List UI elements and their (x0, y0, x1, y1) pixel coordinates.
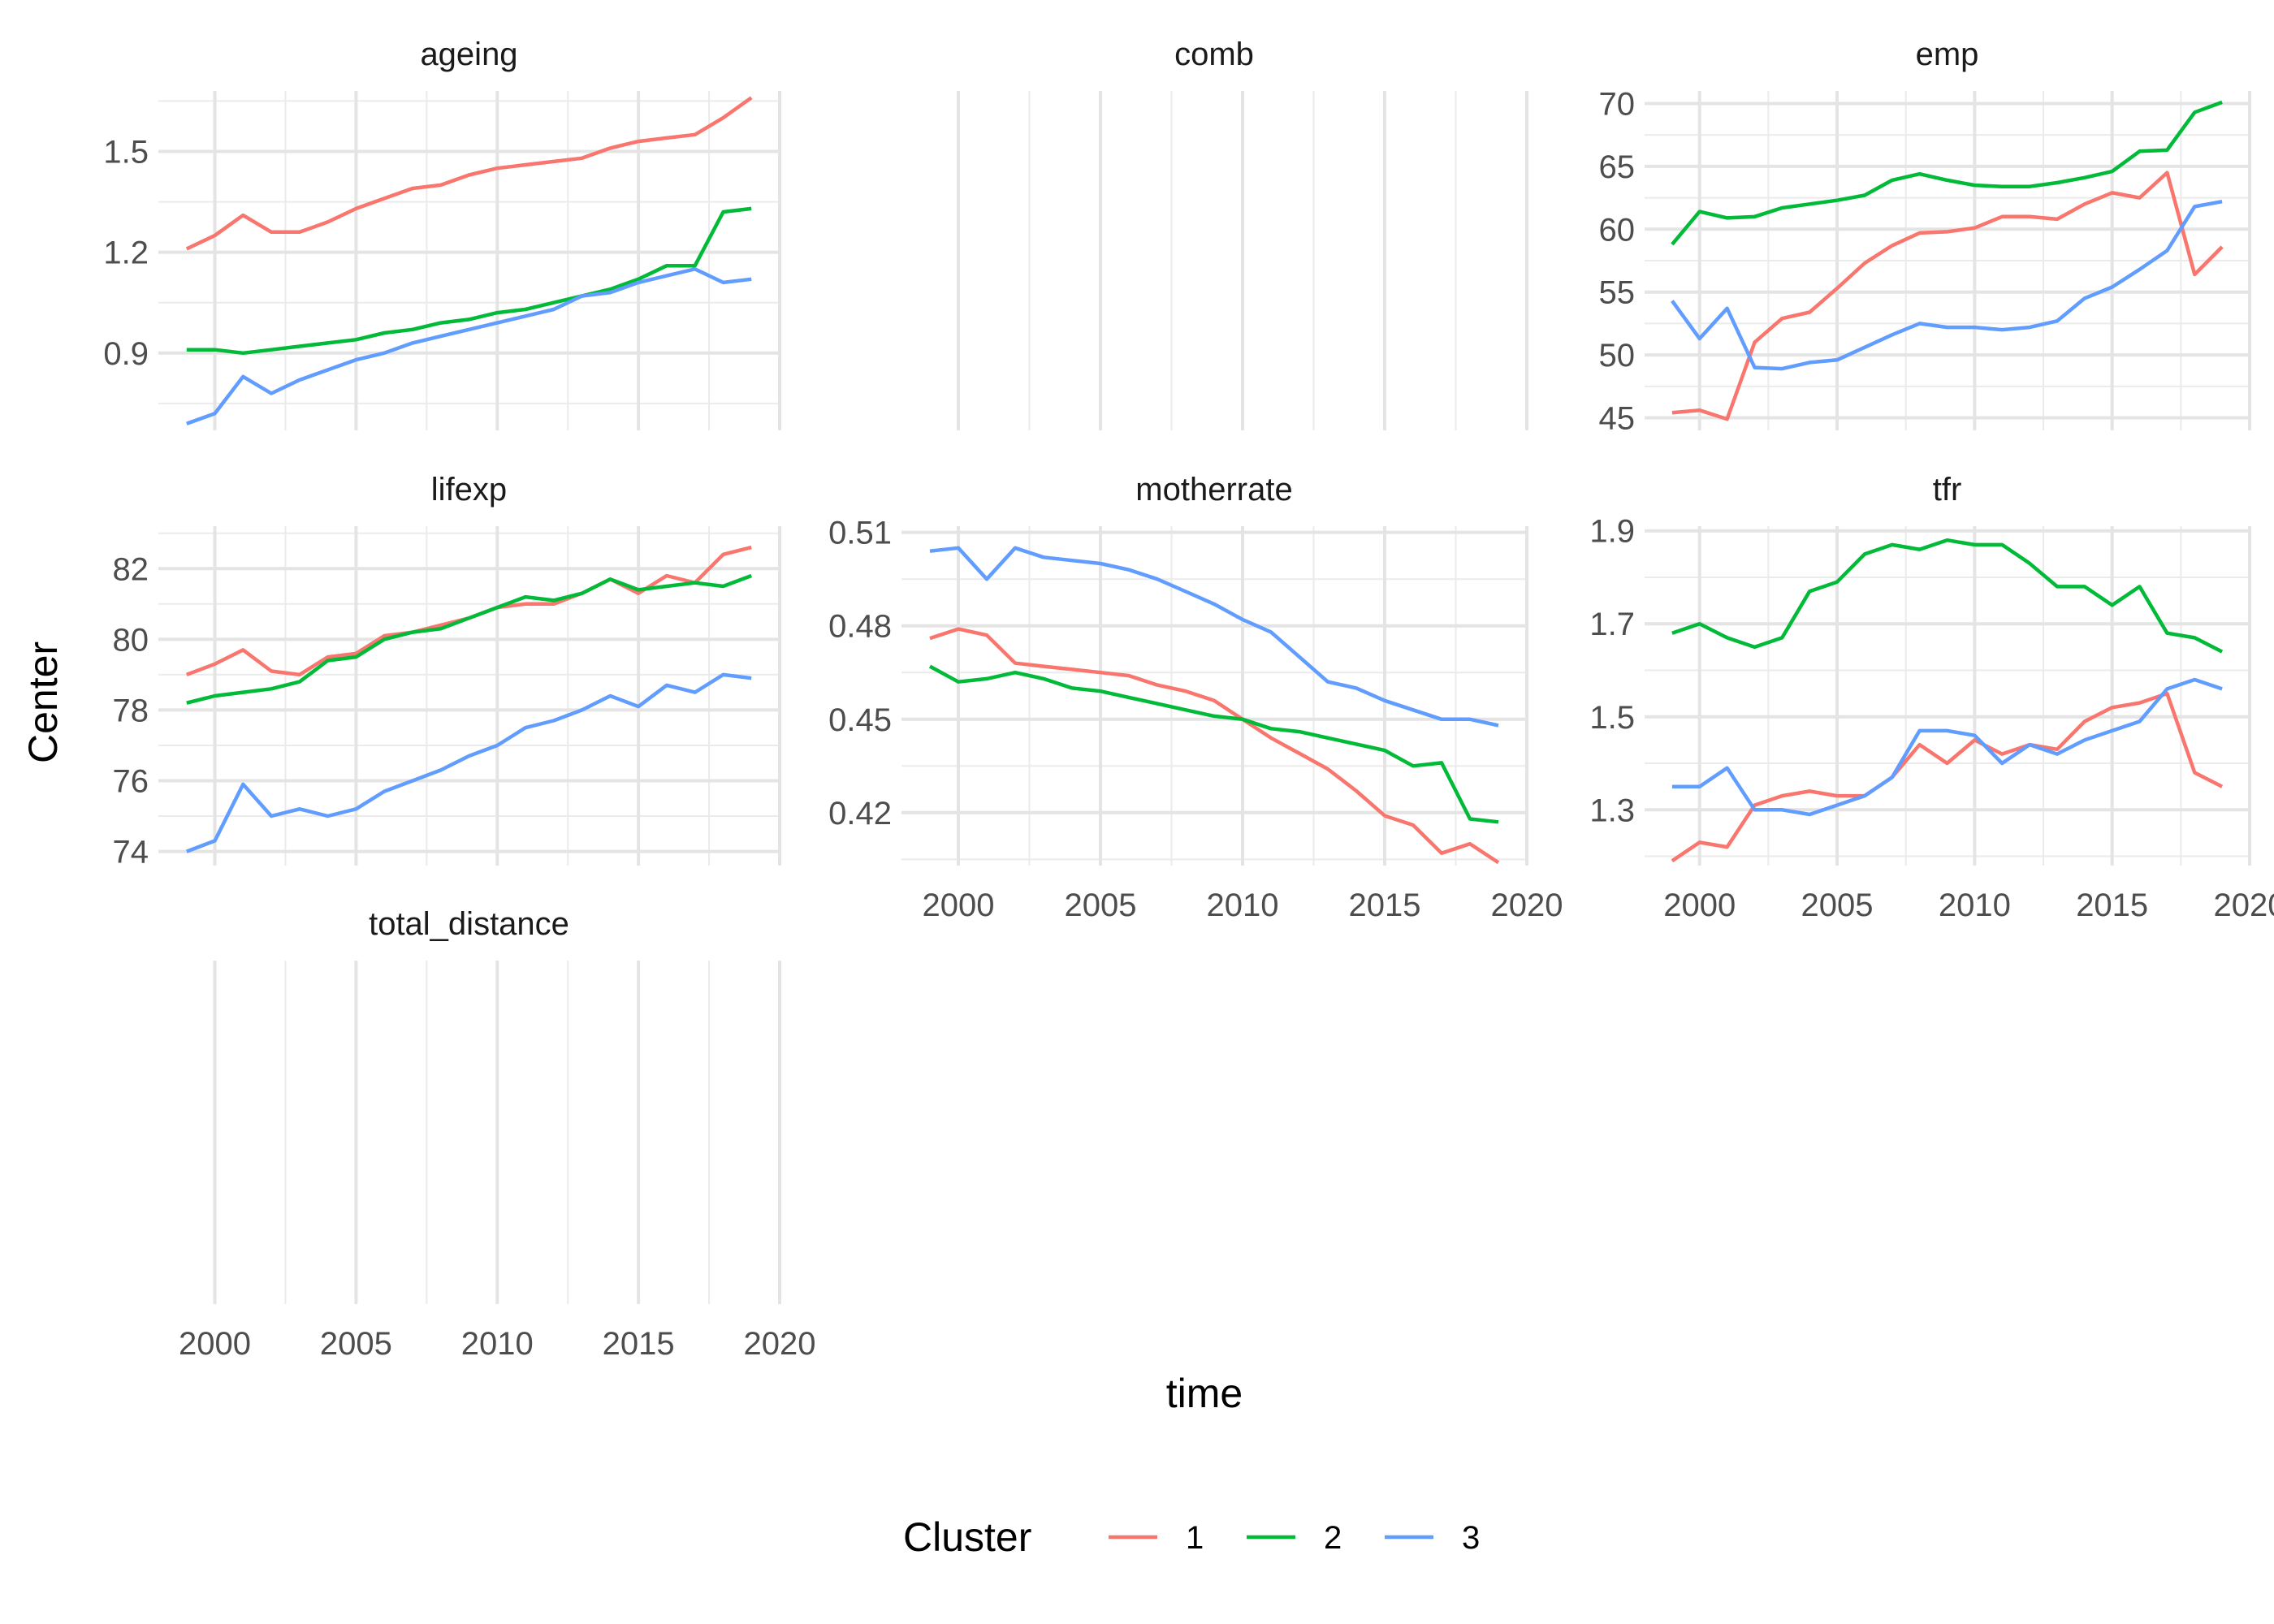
y-tick-label-tfr: 1.3 (1589, 793, 1635, 828)
x-axis-title: time (1166, 1371, 1243, 1416)
y-tick-label-motherrate: 0.51 (828, 516, 892, 551)
x-tick-label-tfr: 2015 (2076, 888, 2148, 923)
y-tick-label-emp: 70 (1599, 86, 1636, 122)
strip-label-comb: comb (1174, 37, 1254, 72)
y-tick-label-ageing: 1.5 (103, 134, 149, 170)
strip-label-motherrate: motherrate (1135, 472, 1292, 508)
legend-label-cluster-2: 2 (1324, 1520, 1342, 1556)
y-tick-label-tfr: 1.7 (1589, 607, 1635, 642)
y-axis-title: Center (20, 641, 66, 763)
y-tick-label-ageing: 0.9 (103, 336, 149, 372)
series-line-motherrate-cluster-3 (929, 546, 1499, 728)
y-tick-label-lifexp: 76 (113, 764, 149, 800)
x-tick-label-motherrate: 2005 (1065, 888, 1137, 923)
facet-panels: ageing 0.9 1.2 1.5 comb emp 45 50 55 60 65 70 lifexp… (103, 37, 2274, 1362)
y-tick-label-emp: 45 (1599, 401, 1636, 437)
x-tick-label-total-distance: 2015 (603, 1326, 675, 1362)
series-line-tfr-cluster-2 (1671, 538, 2224, 654)
panel-comb: comb (957, 37, 1528, 430)
gridlines-total-distance (213, 961, 781, 1304)
gridlines-ageing (158, 91, 781, 430)
y-tick-label-ageing: 1.2 (103, 235, 149, 271)
series-line-motherrate-cluster-1 (929, 627, 1500, 865)
series-line-emp-cluster-2 (1671, 100, 2223, 246)
strip-label-total-distance: total_distance (369, 906, 569, 942)
x-tick-label-total-distance: 2020 (744, 1326, 816, 1362)
strip-label-lifexp: lifexp (431, 472, 507, 508)
strip-label-ageing: ageing (420, 37, 517, 72)
legend-item-cluster-1: 1 (1109, 1520, 1204, 1556)
legend-items: 1 2 3 (1109, 1520, 1480, 1556)
y-tick-label-motherrate: 0.45 (828, 702, 892, 738)
legend: Cluster 1 2 3 (903, 1514, 1480, 1560)
y-tick-label-motherrate: 0.42 (828, 796, 892, 831)
y-tick-label-motherrate: 0.48 (828, 609, 892, 645)
gridlines-comb (957, 91, 1528, 430)
series-line-lifexp-cluster-1 (186, 545, 752, 677)
x-tick-label-total-distance: 2005 (320, 1326, 392, 1362)
panel-motherrate: motherrate 0.42 0.45 0.48 0.51 2000 2005 2010 20… (828, 472, 1563, 923)
series-line-emp-cluster-1 (1671, 171, 2224, 421)
panel-total-distance: total_distance 2000 2005 2010 2015 2020 (179, 906, 815, 1362)
x-tick-label-tfr: 2005 (1801, 888, 1874, 923)
panel-ageing: ageing 0.9 1.2 1.5 (103, 37, 781, 430)
legend-label-cluster-1: 1 (1186, 1520, 1204, 1556)
series-line-lifexp-cluster-2 (186, 573, 752, 705)
y-tick-label-lifexp: 74 (113, 835, 149, 870)
strip-label-tfr: tfr (1933, 472, 1962, 508)
series-line-tfr-cluster-3 (1671, 677, 2223, 817)
x-tick-label-motherrate: 2000 (923, 888, 995, 923)
series-line-ageing-cluster-1 (185, 96, 753, 251)
series-line-emp-cluster-3 (1671, 199, 2223, 371)
strip-label-emp: emp (1916, 37, 1979, 72)
y-tick-label-tfr: 1.9 (1589, 514, 1635, 550)
series-line-tfr-cluster-1 (1671, 691, 2224, 863)
x-tick-label-tfr: 2010 (1939, 888, 2011, 923)
y-tick-label-lifexp: 78 (113, 693, 149, 728)
series-line-ageing-cluster-3 (186, 267, 752, 425)
x-tick-label-tfr: 2000 (1663, 888, 1736, 923)
y-tick-label-lifexp: 82 (113, 551, 149, 587)
x-tick-label-motherrate: 2020 (1491, 888, 1563, 923)
panel-tfr: tfr 1.3 1.5 1.7 1.9 2000 2005 2010 2015 2020 (1589, 472, 2274, 923)
panel-lifexp: lifexp 74 76 78 80 82 (113, 472, 781, 870)
legend-label-cluster-3: 3 (1462, 1520, 1480, 1556)
legend-item-cluster-3: 3 (1385, 1520, 1480, 1556)
y-tick-label-tfr: 1.5 (1589, 700, 1635, 736)
y-tick-label-emp: 50 (1599, 338, 1636, 374)
series-line-ageing-cluster-2 (186, 206, 752, 356)
panel-emp: emp 45 50 55 60 65 70 (1599, 37, 2251, 437)
x-tick-label-motherrate: 2010 (1207, 888, 1279, 923)
legend-item-cluster-2: 2 (1247, 1520, 1342, 1556)
gridlines-motherrate (901, 526, 1528, 866)
x-tick-label-motherrate: 2015 (1349, 888, 1421, 923)
series-line-motherrate-cluster-2 (928, 664, 1499, 824)
y-tick-label-emp: 60 (1599, 212, 1636, 248)
x-tick-label-total-distance: 2000 (179, 1326, 251, 1362)
series-line-lifexp-cluster-3 (186, 672, 752, 853)
x-tick-label-tfr: 2020 (2214, 888, 2274, 923)
y-tick-label-emp: 65 (1599, 149, 1636, 185)
gridlines-lifexp (158, 526, 781, 866)
x-tick-label-total-distance: 2010 (461, 1326, 534, 1362)
y-tick-label-lifexp: 80 (113, 622, 149, 658)
y-tick-label-emp: 55 (1599, 275, 1636, 311)
gridlines-emp (1645, 91, 2251, 430)
legend-title: Cluster (903, 1514, 1031, 1560)
gridlines-tfr (1645, 526, 2251, 866)
